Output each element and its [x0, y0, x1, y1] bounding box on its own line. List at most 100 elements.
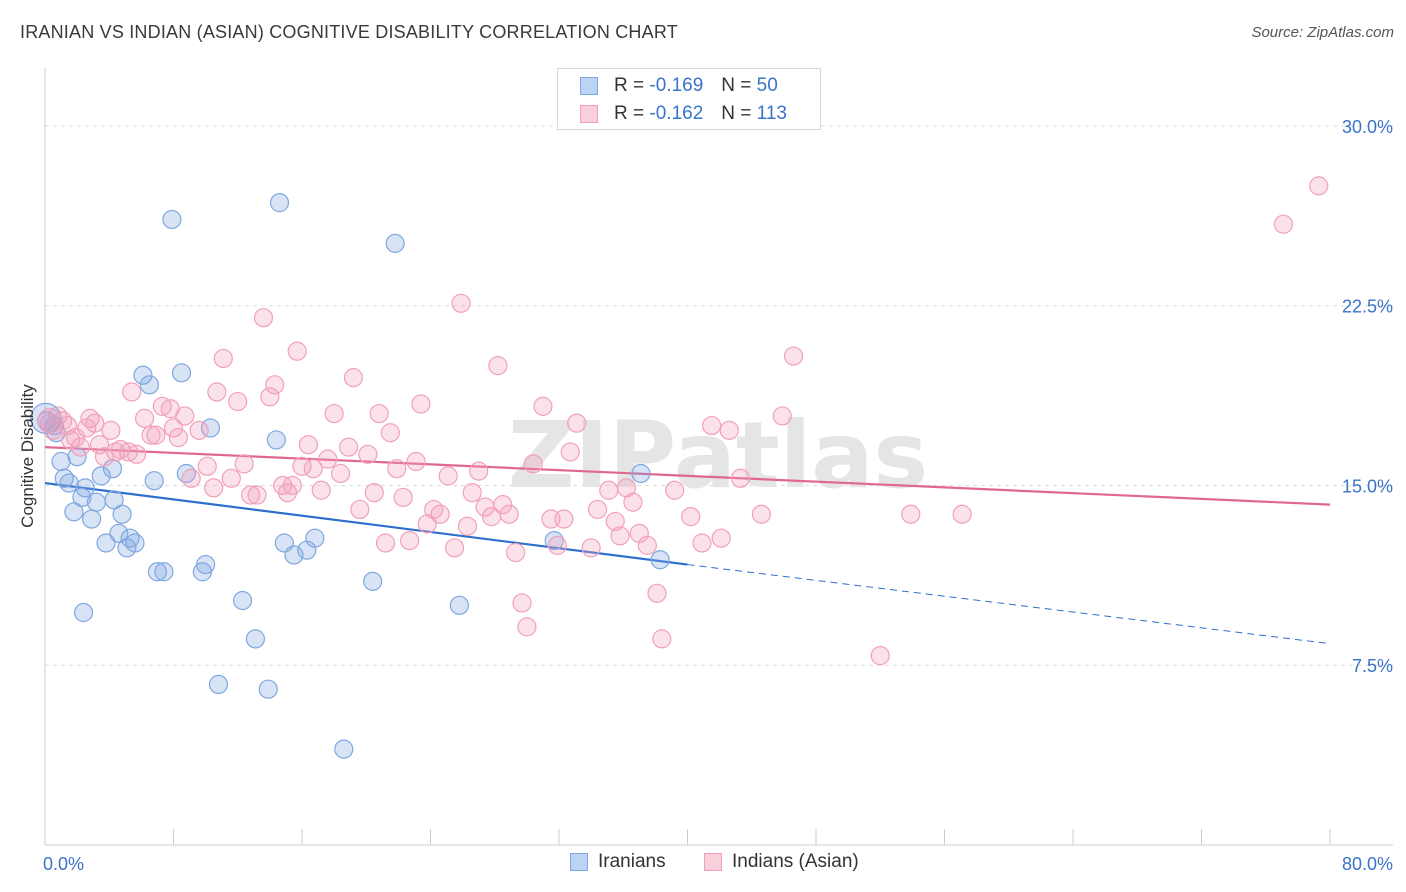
- chart-title: IRANIAN VS INDIAN (ASIAN) COGNITIVE DISA…: [20, 22, 678, 42]
- iranians-point: [208, 674, 229, 695]
- indians-trendline: [44, 446, 1331, 506]
- indians-point: [380, 423, 400, 443]
- n-value: 50: [756, 75, 778, 96]
- correlation-legend: R = -0.169 N = 50 R = -0.162 N = 113: [557, 68, 821, 130]
- n-label: N =: [721, 75, 752, 96]
- legend-label: Iranians: [598, 851, 666, 872]
- indians-point: [282, 475, 302, 496]
- indians-point: [37, 408, 63, 434]
- legend-item-iranians[interactable]: Iranians: [570, 851, 666, 873]
- indians-point: [90, 435, 110, 455]
- indians-point: [692, 533, 712, 553]
- iranians-point: [449, 595, 470, 615]
- legend-row-indians: R = -0.162 N = 113: [580, 102, 787, 126]
- iranians-point: [305, 528, 325, 548]
- indians-point: [204, 478, 224, 498]
- iranians-point: [59, 473, 79, 493]
- indians-point: [364, 483, 384, 503]
- iranians-point: [64, 502, 84, 522]
- indians-point: [616, 478, 637, 498]
- iranians-trendline-extension: [687, 564, 1331, 645]
- indians-point: [451, 293, 471, 313]
- indians-swatch: [704, 853, 722, 871]
- indians-point: [152, 396, 172, 416]
- indians-point: [163, 418, 184, 438]
- indians-point: [400, 530, 420, 551]
- indians-point: [870, 646, 890, 666]
- indians-point: [338, 437, 359, 457]
- indians-point: [499, 504, 519, 524]
- indians-point: [126, 444, 147, 464]
- indians-point: [358, 444, 378, 464]
- iranians-point: [232, 590, 253, 611]
- r-label: R =: [614, 75, 645, 96]
- iranians-point: [258, 679, 278, 699]
- x-tick-label: 0.0%: [43, 854, 84, 874]
- indians-point: [457, 516, 478, 536]
- indians-point: [260, 387, 280, 407]
- indians-point: [406, 451, 426, 472]
- indians-point: [506, 542, 526, 563]
- indians-point: [387, 459, 407, 479]
- indians-point: [493, 495, 513, 515]
- indians-point: [43, 420, 63, 440]
- indians-point: [1309, 176, 1329, 196]
- indians-point: [369, 403, 389, 424]
- y-tick-label: 7.5%: [1352, 656, 1393, 676]
- iranians-point: [73, 602, 94, 623]
- iranians-point: [81, 509, 102, 529]
- indians-point: [247, 485, 267, 505]
- indians-point: [512, 593, 532, 613]
- indians-point: [101, 420, 121, 440]
- indians-point: [241, 485, 261, 505]
- indians-point: [681, 507, 701, 527]
- y-axis-label: Cognitive Disability: [18, 384, 37, 528]
- legend-item-indians[interactable]: Indians (Asian): [704, 851, 859, 873]
- indians-point: [343, 368, 363, 388]
- iranians-point: [91, 466, 111, 486]
- indians-point: [701, 415, 722, 436]
- x-tick-label: 80.0%: [1342, 854, 1393, 874]
- n-label: N =: [721, 103, 752, 124]
- indians-point: [330, 463, 351, 484]
- indians-point: [430, 504, 450, 524]
- iranians-point: [171, 363, 192, 383]
- indians-point: [623, 492, 643, 512]
- indians-point: [772, 406, 792, 426]
- iranians-point: [147, 562, 168, 582]
- indians-point: [375, 533, 396, 553]
- indians-point: [901, 504, 921, 524]
- source-note: Source: ZipAtlas.com: [1251, 24, 1394, 41]
- indians-point: [213, 348, 233, 369]
- indians-point: [234, 454, 254, 474]
- indians-point: [554, 509, 574, 529]
- iranians-point: [385, 233, 405, 253]
- indians-point: [207, 382, 227, 402]
- indians-point: [175, 406, 195, 426]
- indians-point: [637, 535, 657, 555]
- indians-point: [292, 456, 312, 476]
- iranians-point: [133, 365, 153, 385]
- indians-point: [599, 480, 619, 500]
- iranians-point: [139, 375, 160, 395]
- indians-point: [253, 308, 274, 328]
- y-tick-label: 30.0%: [1342, 117, 1393, 137]
- indians-point: [533, 396, 553, 416]
- indians-point: [287, 341, 307, 361]
- indians-point: [444, 538, 465, 558]
- iranians-point: [245, 629, 266, 649]
- indians-point: [221, 468, 241, 488]
- indians-point: [523, 454, 543, 474]
- indians-point: [228, 391, 248, 412]
- indians-point: [265, 375, 285, 395]
- indians-point: [411, 394, 431, 414]
- indians-point: [560, 442, 580, 462]
- indians-point: [303, 459, 323, 479]
- iranians-point: [363, 571, 383, 591]
- indians-point: [298, 435, 319, 455]
- indians-point: [134, 408, 155, 428]
- iranians-point: [75, 478, 95, 498]
- iranians-point: [109, 523, 129, 544]
- indians-point: [719, 420, 739, 440]
- indians-point: [751, 504, 771, 524]
